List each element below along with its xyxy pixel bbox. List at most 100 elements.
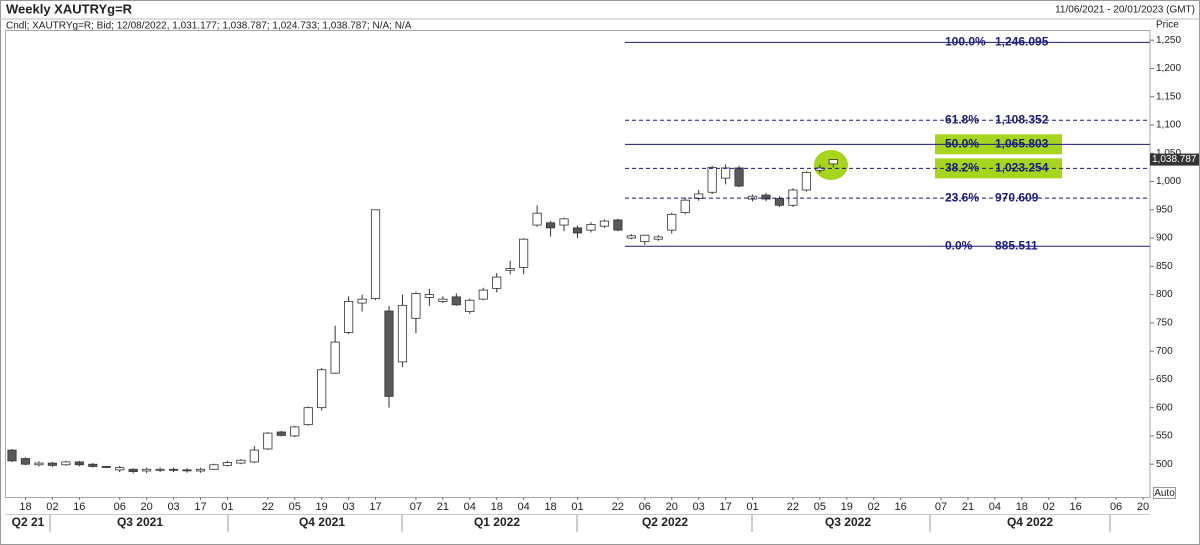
candle-body [115,467,125,471]
x-tick-label: 18 [544,501,556,513]
chart-title: Weekly XAUTRYg=R [6,1,133,16]
y-tick-label: 550 [1156,431,1173,442]
y-tick-label: 1,150 [1156,91,1181,102]
scale-mode[interactable]: Auto [1154,488,1175,499]
candle-body [128,468,138,472]
y-tick-label: 1,050 [1156,148,1181,159]
quarter-separators [49,515,1111,532]
last-price-label: 1,038.787 [1152,154,1197,165]
candle-body [545,222,556,229]
candle-body [492,276,502,289]
y-tick-label: 750 [1156,318,1173,329]
x-tick-label: 02 [46,501,58,513]
y-tick-label: 800 [1156,289,1173,300]
fib-price: 1,246.095 [995,35,1049,49]
x-tick-label: 20 [1137,501,1149,513]
candle-body [559,218,569,226]
x-tick-label: 16 [73,501,85,513]
highlight-ellipse [814,150,848,180]
candle-body [236,459,246,464]
x-tick-label: 16 [1070,501,1082,513]
candle-body [195,468,206,472]
candle-body [142,468,152,472]
marks [7,159,838,474]
x-tick-label: 02 [1043,501,1055,513]
candle-body [47,462,57,466]
fib-percent: 0.0% [945,238,973,252]
x-tick-label: 21 [962,501,974,513]
candle-body [276,431,286,436]
candle-body [586,224,596,231]
candle-body [451,296,461,306]
candle-body [168,468,179,471]
candle-body [747,195,758,200]
candle-body [505,268,515,271]
candle-body [519,238,529,268]
x-tick-label: 18 [491,501,503,513]
candle-body [532,212,542,226]
candle-body [626,235,636,239]
x-tick-label: 04 [464,501,476,513]
candle-body [7,449,17,462]
y-tick-label: 900 [1156,233,1173,244]
candle-body [290,426,300,437]
y-axis-label: Price [1156,20,1179,31]
x-tick-label: 16 [895,501,907,513]
candle-body [155,468,165,471]
x-tick-label: 04 [989,501,1001,513]
candle-body [344,300,354,333]
candle-body [209,464,219,470]
fib-price: 1,108.352 [995,112,1049,126]
candle-body [74,461,84,466]
x-tick-label: 06 [114,501,126,513]
candle-body [357,298,367,304]
candle-body [222,462,233,466]
candle-body [88,463,98,467]
x-tick-label: 07 [935,501,947,513]
candle-body [613,219,623,231]
fib-price: 1,023.254 [995,161,1049,175]
x-tick-label: 22 [787,501,799,513]
fib-percent: 23.6% [945,190,979,204]
fib-percent: 50.0% [945,136,979,150]
quarter-label: Q2 21 [12,515,45,529]
quarter-label: Q1 2022 [474,515,520,529]
x-tick-label: 20 [666,501,678,513]
candle-body [411,293,421,319]
candle-body [182,469,192,472]
fib-price: 970.609 [995,190,1039,204]
candle-body [303,407,313,426]
x-tick-label: 03 [693,501,705,513]
candle-body [34,462,44,466]
x-tick-label: 21 [437,501,449,513]
candle-body [667,213,677,231]
candle-body [653,236,663,240]
candle-body [370,209,381,299]
x-tick-label: 18 [19,501,31,513]
fib-percent: 100.0% [945,35,986,49]
info-line: Cndl; XAUTRYg=R; Bid; 12/08/2022, 1,031.… [6,21,412,32]
candle-body [61,461,71,466]
y-tick-label: 950 [1156,204,1173,215]
quarter-label: Q3 2021 [117,515,163,529]
quarter-label: Q4 2022 [1007,515,1053,529]
candle-body [424,294,434,298]
x-tick-label: 01 [746,501,758,513]
candle-body [721,167,731,179]
x-tick-label: 22 [612,501,624,513]
candle-body [101,466,111,468]
fib-price: 885.511 [995,238,1038,252]
y-tick-label: 1,200 [1156,63,1181,74]
candle-body [249,449,259,463]
candle-body [397,304,408,363]
x-tick-label: 05 [289,501,301,513]
x-tick-label: 03 [342,501,354,513]
candle-body [640,234,650,242]
scale-mode-box[interactable] [1153,487,1176,499]
fib-percent: 38.2% [945,161,979,175]
x-tick-label: 01 [571,501,583,513]
x-tick-label: 03 [167,501,179,513]
candle-body [20,458,31,465]
